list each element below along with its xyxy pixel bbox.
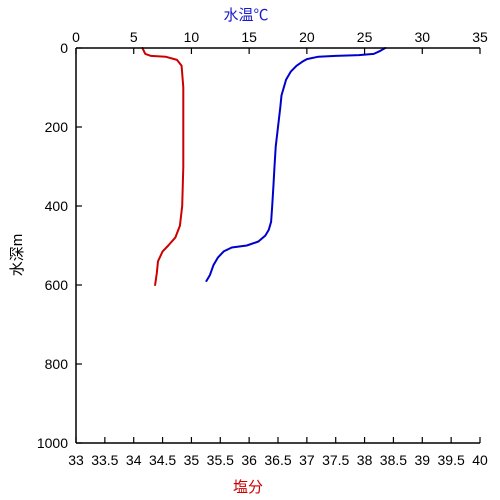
y-tick-label: 0 [60, 40, 68, 56]
bottom-tick-label: 38 [357, 452, 373, 468]
bottom-tick-label: 34.5 [149, 452, 176, 468]
bottom-axis-title: 塩分 [233, 479, 263, 496]
top-tick-label: 15 [241, 29, 257, 45]
top-axis-title: 水温℃ [223, 7, 268, 24]
bottom-tick-label: 33 [68, 452, 84, 468]
bottom-axis-ticks: 33 33.5 34 34.5 35 35.5 36 36.5 37 37.5 38 38.5 39 39… [68, 437, 488, 468]
bottom-tick-label: 34 [126, 452, 142, 468]
bottom-tick-label: 38.5 [380, 452, 407, 468]
bottom-tick-label: 33.5 [91, 452, 118, 468]
bottom-tick-label: 37.5 [322, 452, 349, 468]
y-tick-label: 1000 [37, 435, 68, 451]
bottom-tick-label: 36.5 [264, 452, 291, 468]
top-tick-label: 35 [472, 29, 488, 45]
y-tick-label: 200 [45, 119, 69, 135]
top-axis-ticks: 0 5 10 15 20 25 30 35 [72, 29, 488, 54]
y-tick-label: 800 [45, 356, 69, 372]
y-tick-label: 400 [45, 198, 69, 214]
y-axis-title: 水深m [9, 234, 26, 277]
bottom-tick-label: 35.5 [207, 452, 234, 468]
temperature-series [205, 47, 387, 282]
temperature-line [205, 47, 387, 282]
top-tick-label: 0 [72, 29, 80, 45]
bottom-tick-label: 39 [414, 452, 430, 468]
top-tick-label: 10 [184, 29, 200, 45]
y-tick-label: 600 [45, 277, 69, 293]
top-tick-label: 25 [357, 29, 373, 45]
bottom-tick-label: 35 [184, 452, 200, 468]
bottom-tick-label: 37 [299, 452, 315, 468]
plot-area [76, 48, 480, 443]
top-tick-label: 5 [130, 29, 138, 45]
bottom-tick-label: 39.5 [438, 452, 465, 468]
bottom-tick-label: 40 [472, 452, 488, 468]
top-tick-label: 20 [299, 29, 315, 45]
y-axis-ticks: 0 200 400 600 800 1000 [37, 40, 82, 451]
top-tick-label: 30 [414, 29, 430, 45]
salinity-series [141, 47, 185, 286]
salinity-line [141, 47, 185, 286]
bottom-tick-label: 36 [241, 452, 257, 468]
